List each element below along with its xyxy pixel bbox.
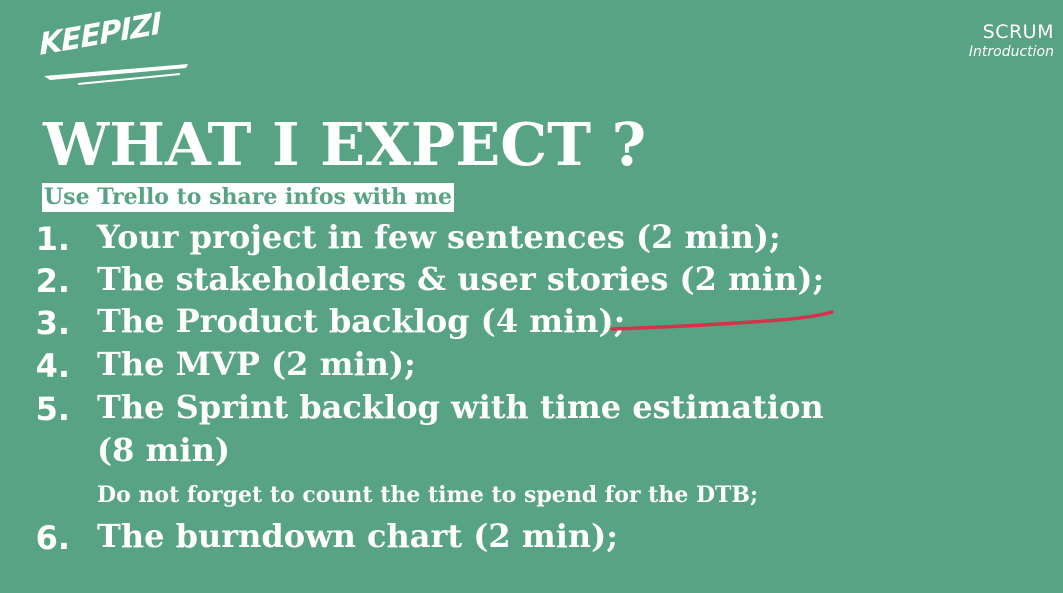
list-item-number: 3. (35, 304, 70, 342)
logo-underline-stroke (44, 64, 188, 85)
list-item-number: 6. (35, 519, 70, 557)
section-subtitle: Introduction (968, 44, 1054, 60)
section-title: SCRUM (982, 21, 1054, 43)
highlight-instruction: Use Trello to share infos with me (42, 183, 454, 212)
brand-logo: KEEPIZI (38, 6, 198, 90)
list-item-text: The stakeholders & user stories (2 min); (97, 260, 825, 298)
list-item-text: The burndown chart (2 min); (97, 517, 619, 555)
list-item-number: 2. (35, 262, 70, 300)
list-item-number: 4. (35, 347, 70, 385)
list-item-text: The Sprint backlog with time estimation (97, 388, 824, 426)
section-label: SCRUM Introduction (969, 21, 1054, 61)
list-item-note: Do not forget to count the time to spend… (97, 482, 759, 508)
list-item-number: 5. (35, 390, 70, 428)
page-title: WHAT I EXPECT ? (43, 110, 647, 179)
list-item-text: The Product backlog (4 min); (97, 302, 626, 340)
list-item-text: The MVP (2 min); (97, 345, 416, 383)
list-item-text: Your project in few sentences (2 min); (97, 218, 781, 256)
list-item-number: 1. (35, 220, 70, 258)
list-item-text-continuation: (8 min) (97, 431, 230, 469)
